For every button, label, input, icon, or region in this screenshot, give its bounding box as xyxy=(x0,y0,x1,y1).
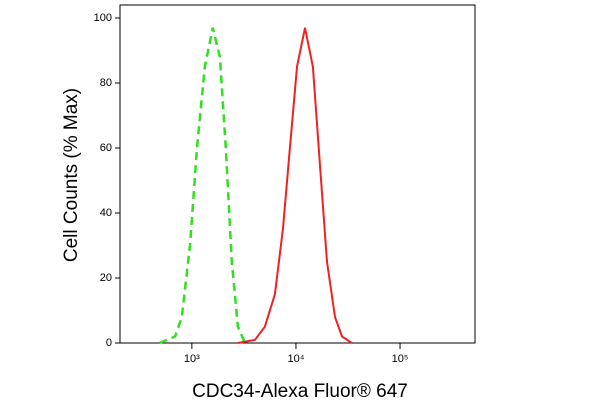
y-tick-label: 20 xyxy=(100,272,112,284)
y-axis-label: Cell Counts (% Max) xyxy=(61,88,82,262)
histogram-line xyxy=(159,27,247,345)
plot-frame xyxy=(119,4,476,344)
histogram-line xyxy=(237,27,353,344)
y-tick-label: 60 xyxy=(100,142,112,154)
x-axis-label: CDC34-Alexa Fluor® 647 xyxy=(192,381,408,402)
y-tick-label: 0 xyxy=(106,337,112,349)
y-tick-label: 100 xyxy=(94,12,112,24)
x-tick-label: 10³ xyxy=(184,353,200,365)
x-tick-label: 10⁴ xyxy=(287,353,304,365)
x-tick-label: 10⁵ xyxy=(392,353,409,365)
y-tick-label: 40 xyxy=(100,207,112,219)
y-tick-label: 80 xyxy=(100,77,112,89)
